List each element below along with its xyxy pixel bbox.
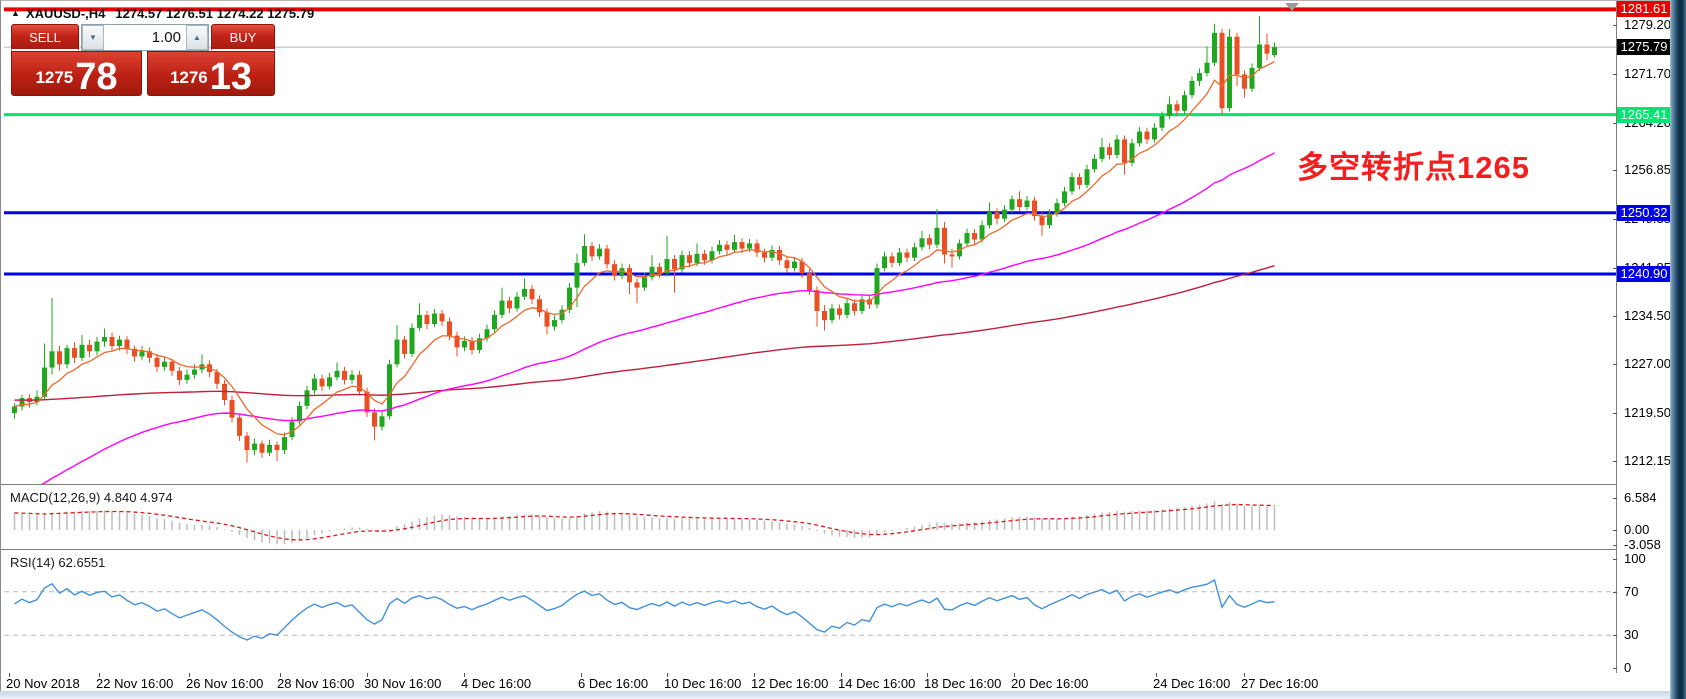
one-click-trading-panel: SELL ▼ ▲ BUY 1275 78 1276 13 (11, 24, 275, 98)
macd-indicator-label: MACD(12,26,9) 4.840 4.974 (10, 490, 173, 505)
time-tick-label: 24 Dec 16:00 (1153, 676, 1231, 691)
time-tick-mark (927, 673, 928, 677)
axis-tick-mark (1613, 25, 1617, 26)
axis-tick-mark (1613, 460, 1617, 462)
price-tick-label: 30 (1624, 627, 1639, 643)
time-tick-mark (1156, 673, 1157, 677)
time-tick-mark (280, 673, 281, 677)
time-tick-label: 14 Dec 16:00 (838, 676, 916, 691)
chart-annotation-text: 多空转折点1265 (1297, 150, 1530, 185)
price-tick-label: 1271.70 (1624, 65, 1671, 81)
time-tick-mark (581, 673, 582, 677)
price-tick-label: 1219.50 (1624, 405, 1671, 421)
time-tick-label: 12 Dec 16:00 (751, 676, 829, 691)
macd-pane-separator[interactable] (1, 484, 1617, 485)
axis-tick-mark (1613, 364, 1617, 366)
volume-input[interactable] (104, 25, 186, 50)
axis-tick-mark (1613, 498, 1617, 500)
price-level-badge: 1240.90 (1617, 265, 1671, 282)
sell-price-button[interactable]: 1275 78 (11, 51, 142, 98)
axis-tick-mark (1613, 73, 1617, 75)
time-tick-mark (1244, 673, 1245, 677)
axis-tick-mark (1613, 170, 1617, 172)
rsi-pane-separator[interactable] (1, 549, 1617, 550)
volume-increase-button[interactable]: ▲ (186, 25, 208, 50)
buy-button[interactable]: BUY (211, 24, 275, 51)
axis-tick-mark (1613, 635, 1617, 637)
chart-shift-marker-icon[interactable] (1285, 3, 1299, 11)
one-click-collapse-icon[interactable]: ▲ (11, 8, 20, 18)
volume-stepper: ▼ ▲ (81, 24, 209, 51)
time-tick-label: 18 Dec 16:00 (924, 676, 1002, 691)
sell-button[interactable]: SELL (11, 24, 79, 51)
axis-tick-mark (1613, 122, 1617, 124)
axis-tick-mark (1613, 668, 1617, 669)
time-tick-mark (667, 673, 668, 677)
ohlc-values: 1274.57 1276.51 1274.22 1275.79 (115, 6, 315, 21)
price-tick-label: 100 (1624, 551, 1646, 566)
price-level-badge: 1250.32 (1617, 204, 1671, 221)
time-tick-label: 10 Dec 16:00 (664, 676, 742, 691)
axis-tick-mark (1613, 544, 1617, 546)
window-right-edge (1670, 0, 1686, 699)
axis-tick-mark (1613, 219, 1617, 221)
time-tick-label: 6 Dec 16:00 (578, 676, 649, 691)
axis-tick-mark (1613, 267, 1617, 269)
rsi-indicator-label: RSI(14) 62.6551 (10, 555, 106, 570)
price-tick-label: 1256.85 (1624, 162, 1671, 178)
time-tick-mark (841, 673, 842, 677)
price-tick-label: 1212.15 (1624, 452, 1671, 468)
buy-price-main: 1276 (169, 68, 208, 87)
time-tick-mark (464, 673, 465, 677)
price-tick-label: 1279.20 (1624, 17, 1671, 32)
time-tick-label: 30 Nov 16:00 (364, 676, 442, 691)
price-axis: 1279.201271.701264.201256.851249.351241.… (1613, 1, 1671, 675)
time-tick-mark (1014, 673, 1015, 677)
time-tick-mark (754, 673, 755, 677)
buy-price-button[interactable]: 1276 13 (147, 51, 275, 98)
price-tick-label: 6.584 (1624, 490, 1657, 506)
time-tick-label: 22 Nov 16:00 (96, 676, 174, 691)
time-tick-mark (9, 673, 10, 677)
sell-price-main: 1275 (35, 68, 74, 87)
price-axis-border (1616, 1, 1617, 673)
time-tick-mark (189, 673, 190, 677)
time-tick-label: 26 Nov 16:00 (186, 676, 264, 691)
axis-tick-mark (1613, 315, 1617, 317)
chart-title: ▲ XAUUSD-,H4 1274.57 1276.51 1274.22 1275.… (11, 6, 314, 21)
price-level-badge: 1265.41 (1617, 106, 1671, 123)
axis-tick-mark (1613, 413, 1617, 415)
price-tick-label: -3.058 (1624, 536, 1661, 552)
price-level-badge: 1275.79 (1617, 39, 1671, 56)
axis-tick-mark (1613, 530, 1617, 531)
time-tick-label: 28 Nov 16:00 (277, 676, 355, 691)
buy-price-pips: 13 (209, 56, 253, 98)
price-tick-label: 1234.50 (1624, 307, 1671, 323)
axis-tick-mark (1613, 559, 1617, 560)
time-tick-label: 27 Dec 16:00 (1241, 676, 1319, 691)
price-tick-label: 1227.00 (1624, 356, 1671, 372)
sell-price-pips: 78 (75, 56, 118, 98)
volume-decrease-button[interactable]: ▼ (82, 25, 104, 50)
time-tick-mark (99, 673, 100, 677)
price-tick-label: 70 (1624, 583, 1639, 599)
symbol-timeframe-label: XAUUSD-,H4 (25, 6, 106, 21)
window-bottom-edge (0, 691, 1670, 699)
price-tick-label: 0.00 (1624, 522, 1650, 537)
price-tick-label: 0 (1624, 660, 1632, 675)
time-axis: 20 Nov 2018 22 Nov 16:00 26 Nov 16:00 28 No… (1, 673, 1671, 692)
time-tick-label: 20 Nov 2018 (6, 676, 80, 691)
chart-canvas[interactable] (4, 1, 1616, 692)
axis-tick-mark (1613, 591, 1617, 593)
time-tick-label: 20 Dec 16:00 (1011, 676, 1089, 691)
time-tick-mark (367, 673, 368, 677)
time-tick-label: 4 Dec 16:00 (461, 676, 532, 691)
price-level-badge: 1281.61 (1617, 1, 1671, 18)
